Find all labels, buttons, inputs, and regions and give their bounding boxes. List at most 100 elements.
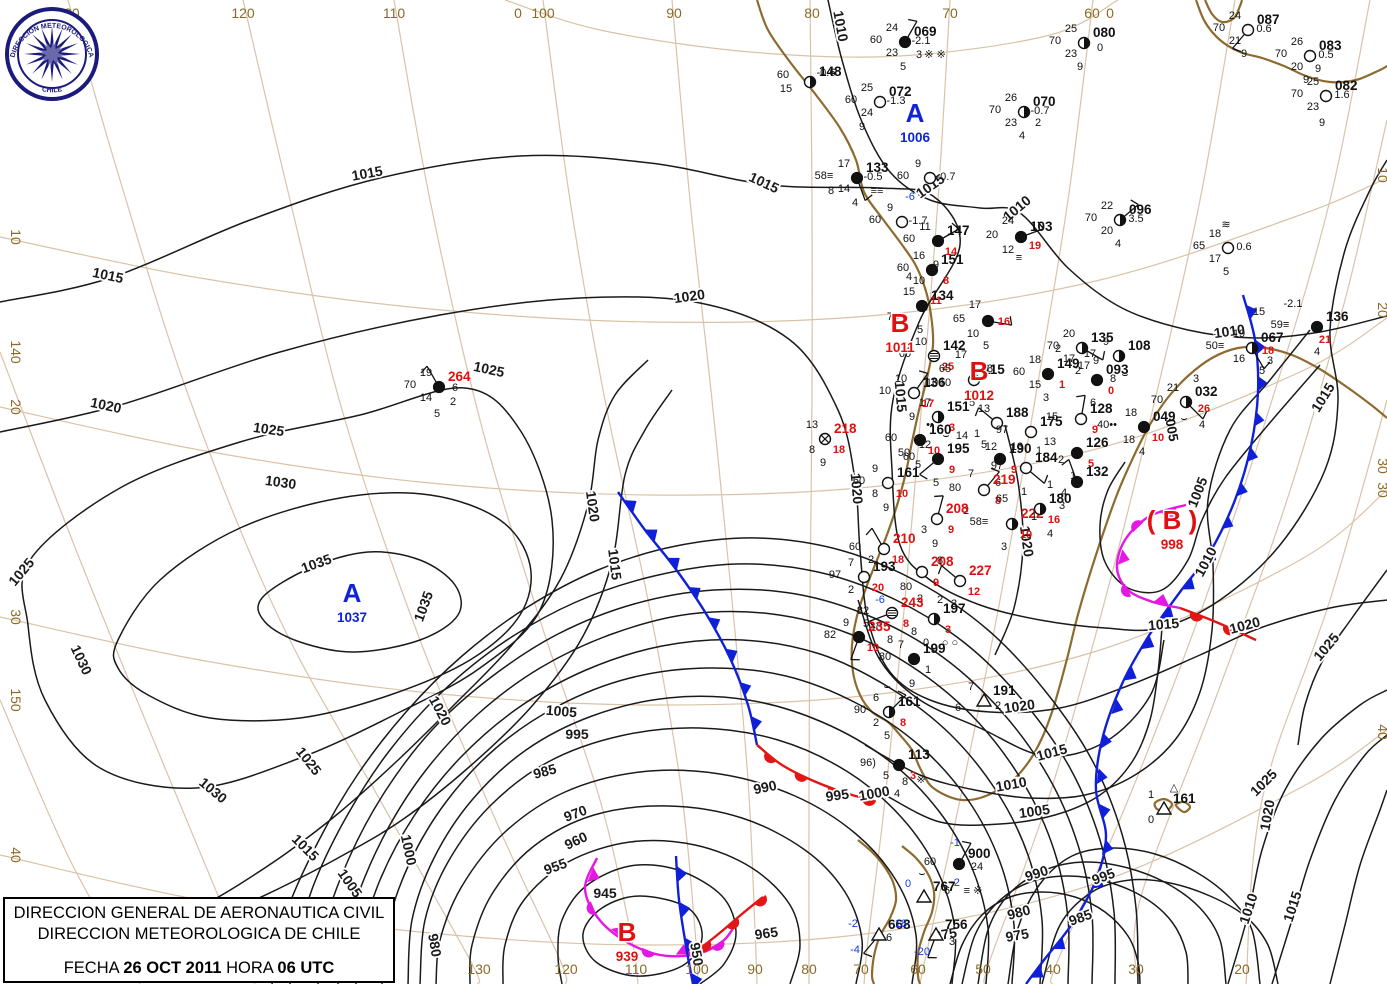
- station-value: 14: [420, 392, 432, 404]
- meridian-line: [1245, 399, 1387, 984]
- station-id: 197: [943, 601, 966, 616]
- isobar-label: 965: [754, 923, 780, 942]
- isobar-label: 990: [752, 777, 778, 798]
- station-id: 199: [923, 641, 946, 656]
- station-id: 147: [947, 223, 970, 238]
- cloud-cover-symbol: [1221, 241, 1235, 255]
- graticule-label: 140: [8, 340, 24, 364]
- meridian-line: [1133, 119, 1387, 984]
- graticule-label: 10: [8, 229, 24, 245]
- station-value: 5: [981, 439, 987, 451]
- station-id: 264: [448, 369, 471, 384]
- station-value: ○ ○: [942, 637, 958, 649]
- front-triangle-marker: [1117, 549, 1130, 565]
- front-triangle-marker: [666, 557, 680, 571]
- graticule-labels: 1301201100100908070600130120110100908070…: [8, 5, 1387, 977]
- front-triangle-marker: [1160, 605, 1174, 619]
- station-value: 8: [872, 488, 878, 500]
- station-value: 18: [1209, 228, 1221, 240]
- station-value: △: [1170, 782, 1179, 794]
- isobar-990: [1007, 847, 1261, 984]
- isobar-label: 980: [1005, 901, 1032, 923]
- station-value: 60: [845, 94, 857, 106]
- station-value: 70: [1085, 212, 1097, 224]
- station-value: 60: [924, 856, 936, 868]
- station-plot-151: 151 3 17 ⌣ 14: [919, 397, 970, 442]
- meridian-line: [0, 351, 256, 984]
- cloud-cover-symbol: [895, 215, 909, 229]
- front-triangle-marker: [1161, 507, 1177, 520]
- station-id: 210: [893, 531, 916, 546]
- cloud-cover-symbol: [930, 512, 944, 526]
- front-semicircle-marker: [794, 771, 808, 782]
- low-center-998: ( B ) 998: [1145, 504, 1199, 554]
- station-value: 16: [998, 316, 1010, 328]
- station-value: -20: [914, 946, 930, 958]
- station-value: -0.5: [864, 171, 883, 183]
- station-value: 18: [892, 554, 904, 566]
- station-value: 9: [932, 538, 938, 550]
- front-triangle-marker: [1153, 594, 1169, 606]
- station-plot-070: 070 26 70 23 -0.724: [989, 92, 1056, 142]
- isobar-label: 1020: [1228, 613, 1262, 637]
- station-value: 9: [1093, 355, 1099, 367]
- isobar-label: 1015: [892, 380, 911, 413]
- station-value: 58≡: [970, 516, 989, 528]
- station-id: 087: [1257, 12, 1280, 27]
- station-value: 25: [1307, 76, 1319, 88]
- station-value: 17: [969, 299, 981, 311]
- isobar-1015: [179, 389, 673, 933]
- station-plot-149: 149 1 18 60 153 2: [1013, 343, 1080, 404]
- coastline: [1194, 0, 1387, 84]
- cold-front-line: [617, 491, 759, 746]
- station-value: 9: [915, 158, 921, 170]
- isobar-1005: [271, 537, 1139, 984]
- station-plot-133: 133 17 58≡ 14 -0.5 ≡≡ 4 8: [815, 158, 889, 209]
- graticule-label: 150: [8, 688, 24, 712]
- station-value: 8: [995, 495, 1001, 507]
- station-id: 132: [1086, 464, 1109, 479]
- pressure-value: 1006: [900, 130, 931, 145]
- station-plot-080: 080 25 70 23 0 9: [1049, 23, 1116, 73]
- front-semicircle-marker: [586, 901, 597, 915]
- graticule-label: 100: [685, 961, 709, 977]
- station-plot-049: 049 10 18 40•• 18 4: [1097, 407, 1176, 458]
- station-value: -2: [848, 918, 858, 930]
- front-triangle-marker: [1101, 838, 1114, 855]
- station-value: -1.7: [909, 215, 928, 227]
- station-value: ※: [916, 774, 925, 786]
- wind-barb-feather: [937, 565, 943, 575]
- isobar-label: 1025: [472, 358, 506, 380]
- station-value: 70: [1291, 88, 1303, 100]
- cloud-cover-symbol: [967, 373, 981, 387]
- station-value: 0.5: [1318, 49, 1333, 61]
- station-value: 17: [955, 349, 967, 361]
- station-plot-199: 199 7 80 91: [879, 639, 946, 690]
- station-value: 26: [1291, 36, 1303, 48]
- coastlines: [755, 0, 1387, 984]
- station-id: 243: [901, 595, 924, 610]
- front-triangle-marker: [1098, 803, 1111, 820]
- cloud-cover-symbol: [881, 476, 895, 490]
- station-id: 069: [914, 24, 937, 39]
- cloud-cover-symbol: [1310, 320, 1324, 334]
- wind-barb-feather: [974, 407, 980, 417]
- wind-barb-feather: [1043, 474, 1049, 484]
- graticule-label: 130: [467, 961, 491, 977]
- station-plot-096: 096 22 70 20 3.5 4: [1085, 199, 1152, 250]
- station-value: 17: [1078, 360, 1090, 372]
- graticule-label: 20: [8, 399, 24, 415]
- station-plot-191: 191 7 2 6: [955, 681, 1016, 714]
- isobar-label: 1030: [264, 472, 297, 492]
- station-value: 70: [1049, 35, 1061, 47]
- station-id: 149: [1057, 356, 1080, 371]
- station-value: 60: [777, 69, 789, 81]
- date-time-line: FECHA 26 OCT 2011 HORA 06 UTC: [5, 958, 393, 979]
- station-value: 15: [1046, 411, 1058, 423]
- station-value: 13: [1011, 441, 1023, 453]
- station-value: 20: [986, 229, 998, 241]
- front-triangle-marker: [707, 617, 721, 632]
